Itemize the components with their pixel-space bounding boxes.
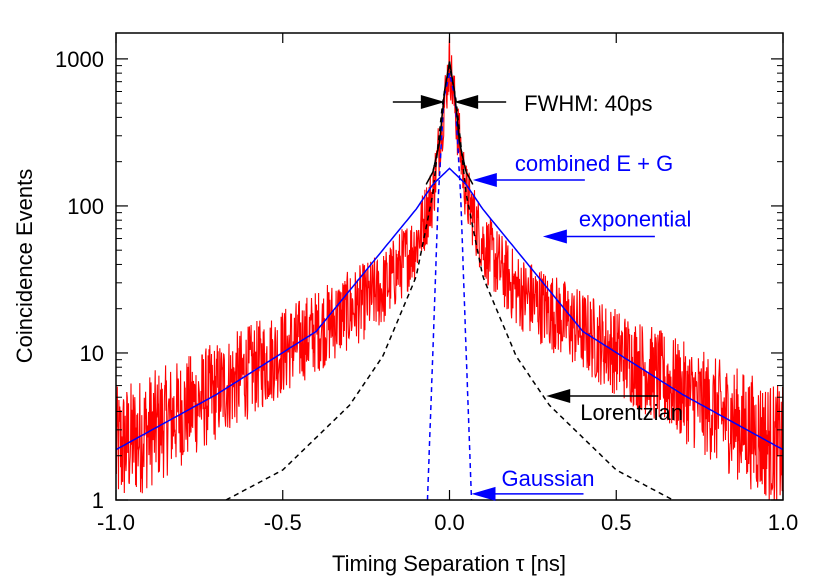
annotations: FWHM: 40ps combined E + G exponential Loren… — [392, 91, 692, 501]
fwhm-label: FWHM: 40ps — [524, 91, 652, 116]
annotation-arrow-head — [471, 486, 496, 501]
x-tick-label: -0.5 — [264, 510, 302, 535]
annotation-fwhm-40ps: FWHM: 40ps — [392, 91, 653, 116]
y-tick-label: 10 — [80, 341, 104, 366]
series-measured-data — [116, 36, 783, 500]
x-tick-label: 0.5 — [601, 510, 632, 535]
annotation-label: Lorentzian — [580, 400, 683, 425]
plot-frame — [115, 32, 784, 501]
annotation-label: Gaussian — [502, 466, 595, 491]
axis-ticks: -1.0 -0.5 0.0 0.5 1.0 1 10 100 1000 — [55, 33, 798, 535]
annotation-arrow-head — [472, 173, 497, 188]
annotation-lorentzian: Lorentzian — [546, 388, 683, 425]
annotation-arrow-head — [546, 388, 571, 403]
x-tick-label: -1.0 — [97, 510, 135, 535]
annotation-label: exponential — [579, 206, 692, 231]
y-tick-label: 100 — [67, 194, 104, 219]
series-combined-e-g — [425, 61, 474, 185]
fwhm-arrow-left-head — [420, 95, 445, 109]
annotation-gaussian: Gaussian — [471, 466, 595, 501]
y-tick-label: 1000 — [55, 47, 104, 72]
y-axis-title: Coincidence Events — [12, 169, 37, 363]
series-exponential — [116, 167, 783, 451]
annotation-combined-e-g: combined E + G — [472, 151, 673, 188]
fwhm-arrow-right-head — [454, 95, 479, 109]
plot-series — [116, 36, 783, 500]
annotation-label: combined E + G — [515, 151, 673, 176]
x-axis-title: Timing Separation τ [ns] — [332, 551, 566, 576]
x-tick-label: 1.0 — [768, 510, 799, 535]
series-gaussian — [426, 72, 473, 500]
y-tick-label: 1 — [92, 488, 104, 513]
series-lorentzian — [225, 65, 674, 500]
annotation-exponential: exponential — [542, 206, 692, 244]
x-tick-label: 0.0 — [434, 510, 465, 535]
annotation-arrow-head — [542, 229, 567, 244]
